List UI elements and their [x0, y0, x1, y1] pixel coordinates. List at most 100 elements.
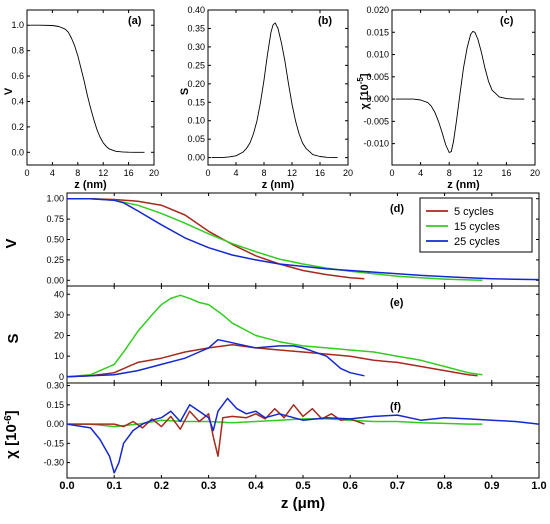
y-tick-label: 0.4 [11, 96, 24, 106]
x-tick-label: 0.7 [390, 480, 405, 492]
y-tick-label: 0.50 [46, 235, 64, 245]
y-tick-label: 30 [54, 310, 64, 320]
series-line-e-1 [66, 294, 483, 378]
y-axis-label-text: V [3, 238, 20, 248]
x-tick-label: 1.0 [531, 480, 546, 492]
x-tick-label: 16 [501, 168, 511, 178]
legend-entry: 5 cycles [454, 206, 494, 218]
legend-box [419, 197, 533, 253]
series-line-d-1 [67, 197, 483, 282]
y-tick-label: 0.6 [11, 71, 24, 81]
panel-label-c: (c) [500, 15, 514, 27]
y-tick-label: 0.15 [187, 97, 205, 107]
x-tick-label: 8 [447, 168, 452, 178]
x-tick-label: 12 [473, 168, 483, 178]
legend: 5 cycles 15 cycles 25 cycles [419, 197, 533, 253]
y-axis-label: S [179, 88, 191, 95]
series-line-c-0 [395, 30, 525, 153]
panel-b: 0.00 0.05 0.10 0.15 0.20 0.25 0.30 0.35 0.40 0 4 8 1… [179, 5, 353, 191]
y-axis-label-close: ] [359, 73, 371, 77]
x-axis-label: z (μm) [281, 495, 325, 512]
x-tick-label: 4 [50, 168, 55, 178]
y-tick-label: 0.20 [187, 79, 205, 89]
x-tick-label: 0.5 [295, 480, 310, 492]
x-tick-label: 0.0 [59, 480, 74, 492]
series-line-e-0 [66, 344, 478, 378]
y-axis-label: χ [10-5] [356, 73, 371, 109]
x-tick-label: 8 [261, 168, 266, 178]
y-tick-label: 0.15 [46, 400, 64, 410]
y-tick-label: 0.30 [46, 381, 64, 391]
legend-entry: 15 cycles [454, 221, 500, 233]
panel-label-a: (a) [128, 15, 142, 27]
x-axis-label: z (nm) [262, 179, 295, 191]
y-tick-label: -0.30 [43, 458, 64, 468]
legend-entry: 25 cycles [454, 236, 500, 248]
plot-frame-a [26, 9, 155, 166]
y-axis-label-text: V [3, 87, 15, 95]
x-axis-label: z (nm) [74, 179, 107, 191]
y-axis-label-text: S [179, 88, 191, 95]
plot-frame-c [391, 9, 536, 166]
y-axis-label-text: S [5, 333, 22, 343]
panel-f: -0.30 -0.15 0.00 0.15 0.30 0.0 0.1 0.2 0.3 0.4 0.5… [3, 381, 547, 512]
y-tick-label: 0.015 [366, 27, 389, 37]
panel-c: -0.010 -0.005 0.000 0.005 0.010 0.015 0.020 0 4 8… [356, 5, 540, 191]
x-tick-label: 0.2 [154, 480, 169, 492]
y-axis-label-text: χ [10 [3, 424, 20, 458]
y-tick-label: 10 [54, 351, 64, 361]
x-tick-label: 0.3 [201, 480, 216, 492]
panel-a: 0.0 0.2 0.4 0.6 0.8 1.0 0 4 8 12 16 20 z (nm) V (a) [3, 9, 159, 191]
series-line-f-2 [66, 397, 540, 474]
x-tick-label: 0.9 [484, 480, 499, 492]
x-tick-label: 12 [98, 168, 108, 178]
x-tick-label: 12 [287, 168, 297, 178]
plot-frame-e [66, 285, 540, 384]
y-tick-label: 0.30 [187, 42, 205, 52]
y-tick-label: 0.010 [366, 50, 389, 60]
y-tick-label: 0.05 [187, 134, 205, 144]
series-line-e-2 [66, 338, 365, 378]
y-axis-label: χ [10-6] [3, 410, 20, 458]
x-axis-label: z (nm) [447, 179, 480, 191]
y-tick-label: 0.00 [46, 275, 64, 285]
y-tick-label: -0.15 [43, 438, 64, 448]
panel-label-b: (b) [318, 15, 332, 27]
x-tick-label: 20 [149, 168, 159, 178]
y-tick-label: 1.00 [46, 194, 64, 204]
y-tick-label: 0.00 [187, 153, 205, 163]
y-axis-label: V [3, 87, 15, 95]
x-tick-label: 20 [343, 168, 353, 178]
x-tick-label: 16 [124, 168, 134, 178]
y-tick-label: 0.0 [11, 147, 24, 157]
y-axis-label-exponent: -5 [356, 77, 365, 85]
series-line-d-0 [67, 197, 365, 280]
y-tick-label: -0.010 [363, 139, 389, 149]
y-tick-label: 20 [54, 331, 64, 341]
plot-frame-b [207, 9, 349, 166]
panel-label-f: (f) [390, 401, 401, 413]
y-tick-label: 0.40 [187, 5, 205, 15]
panel-label-e: (e) [390, 297, 404, 309]
y-axis-label-text: χ [10 [359, 84, 371, 109]
y-tick-label: 0.10 [187, 116, 205, 126]
series-line-a-0 [30, 24, 145, 153]
y-tick-label: 1.0 [11, 20, 24, 30]
y-tick-label: 0.2 [11, 122, 24, 132]
x-tick-label: 20 [530, 168, 540, 178]
y-tick-label: 0.25 [187, 60, 205, 70]
y-axis-label-close: ] [3, 410, 20, 415]
x-tick-label: 0 [24, 168, 29, 178]
y-axis-label: V [3, 238, 20, 248]
y-axis-label: S [5, 333, 22, 343]
series-line-f-1 [67, 404, 365, 457]
x-tick-label: 8 [75, 168, 80, 178]
y-axis-label-exponent: -6 [3, 415, 14, 424]
x-tick-label: 0 [389, 168, 394, 178]
x-tick-label: 0 [205, 168, 210, 178]
plot-frame-f [66, 382, 540, 479]
x-tick-label: 0.6 [343, 480, 358, 492]
panel-label-d: (d) [390, 203, 404, 215]
series-line-b-0 [211, 22, 338, 159]
